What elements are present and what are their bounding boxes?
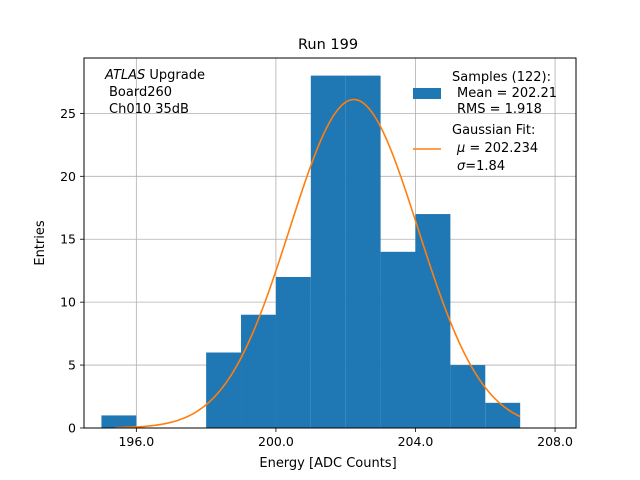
axis-ticks: 196.0 200.0 204.0 208.0 0 5 10 15 20 25 xyxy=(60,106,573,449)
legend-fit-sigma: σ=1.84 xyxy=(457,159,505,174)
legend-samples-title: Samples (122): xyxy=(452,70,551,85)
legend-sigma-symbol: σ xyxy=(457,159,466,174)
y-tick-label: 20 xyxy=(60,169,76,184)
x-tick-label: 204.0 xyxy=(398,434,434,449)
y-tick-label: 15 xyxy=(60,232,76,247)
legend-fit-title: Gaussian Fit: xyxy=(452,123,535,138)
legend-fit-mu: μ = 202.234 xyxy=(456,141,538,156)
histogram-bar xyxy=(310,75,346,428)
annotation-line-1: ATLAS Upgrade xyxy=(104,68,205,83)
histogram-bar xyxy=(101,415,137,428)
x-tick-label: 208.0 xyxy=(537,434,573,449)
annotation-atlas: ATLAS xyxy=(104,68,145,83)
legend-samples-rms: RMS = 1.918 xyxy=(457,102,542,117)
histogram-bar xyxy=(345,75,381,428)
annotation-line-2: Board260 xyxy=(109,85,172,100)
histogram-bar xyxy=(275,276,311,428)
histogram-bar xyxy=(485,402,521,428)
histogram-bar xyxy=(380,251,416,428)
x-axis-label: Energy [ADC Counts] xyxy=(259,456,396,471)
plot-frame xyxy=(83,57,577,429)
y-tick-label: 25 xyxy=(60,106,76,121)
histogram-bar xyxy=(450,365,486,428)
annotation-upgrade: Upgrade xyxy=(145,68,205,83)
x-tick-label: 200.0 xyxy=(258,434,294,449)
y-tick-label: 0 xyxy=(68,421,76,436)
y-tick-label: 10 xyxy=(60,295,76,310)
legend: Samples (122): Mean = 202.21 RMS = 1.918… xyxy=(413,70,557,174)
chart-title: Run 199 xyxy=(298,37,358,53)
histogram-bars xyxy=(101,75,521,428)
annotation-box: ATLAS Upgrade Board260 Ch010 35dB xyxy=(104,68,205,117)
legend-mu-symbol: μ xyxy=(456,141,465,156)
legend-sigma-value: =1.84 xyxy=(465,159,505,174)
gaussian-fit-curve xyxy=(115,98,521,429)
y-axis-label: Entries xyxy=(33,220,48,266)
legend-samples-mean: Mean = 202.21 xyxy=(457,86,557,101)
histogram-bar xyxy=(415,214,451,428)
legend-mu-value: = 202.234 xyxy=(465,141,538,156)
legend-samples-swatch xyxy=(413,88,441,99)
y-tick-label: 5 xyxy=(68,358,76,373)
x-tick-label: 196.0 xyxy=(118,434,154,449)
histogram-bar xyxy=(206,352,242,428)
histogram-bar xyxy=(241,314,276,428)
annotation-line-3: Ch010 35dB xyxy=(109,102,189,117)
